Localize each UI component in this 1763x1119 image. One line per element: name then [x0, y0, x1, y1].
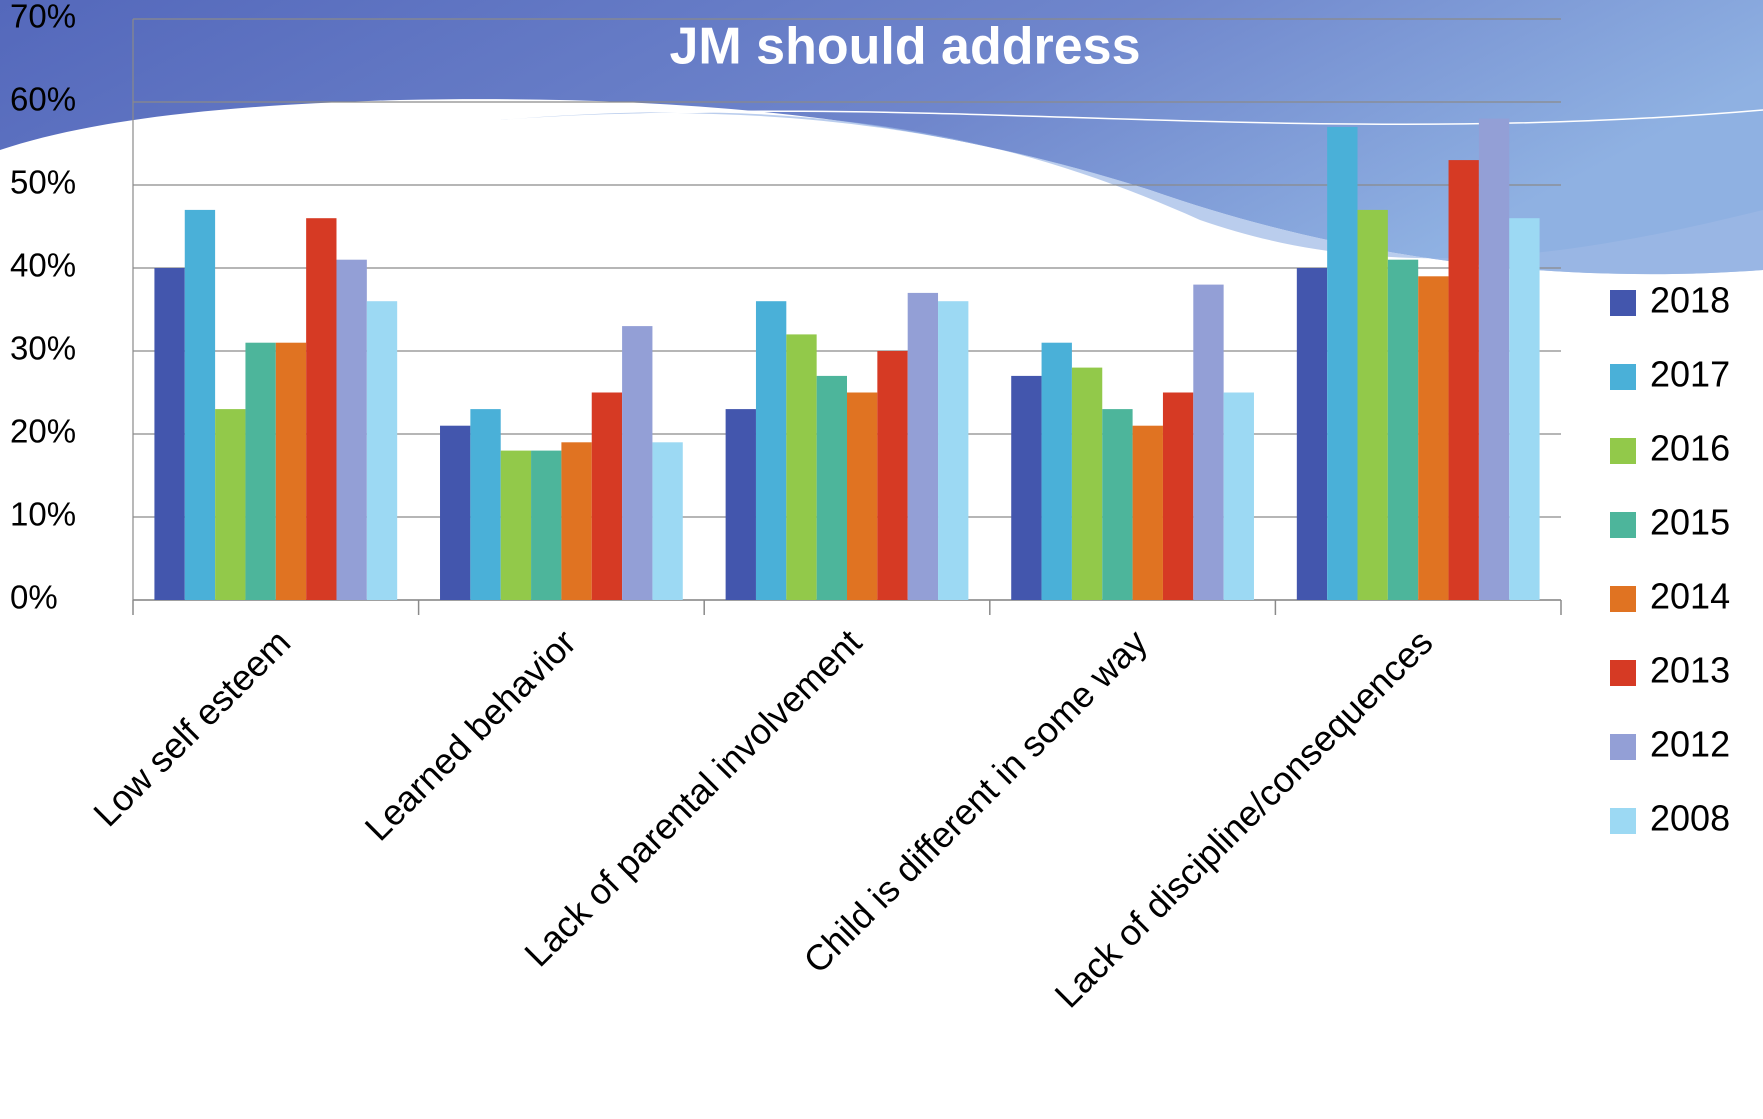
header-band: [0, 0, 1763, 275]
legend-swatch: [1610, 290, 1636, 316]
bar: [336, 259, 367, 600]
bar: [245, 342, 276, 600]
legend-label: 2012: [1650, 724, 1730, 765]
bar: [1071, 367, 1103, 600]
y-tick-label: 40%: [10, 247, 76, 284]
bar: [306, 218, 337, 600]
bar: [622, 326, 653, 600]
bar: [847, 392, 878, 600]
y-tick-label: 70%: [10, 0, 76, 35]
legend-swatch: [1610, 734, 1636, 760]
chart-title: JM should address: [670, 18, 1141, 76]
bar: [1327, 126, 1358, 601]
legend-label: 2008: [1650, 798, 1730, 839]
bar: [531, 450, 562, 600]
bar: [1357, 209, 1388, 600]
bar: [184, 209, 216, 600]
bar: [1509, 218, 1540, 600]
x-tick-label: Child is different in some way: [795, 621, 1155, 981]
legend-label: 2017: [1650, 354, 1730, 395]
y-tick-label: 50%: [10, 164, 76, 201]
bar: [1102, 409, 1133, 600]
legend-swatch: [1610, 586, 1636, 612]
bar: [1448, 160, 1479, 600]
bar: [440, 425, 471, 600]
bar: [470, 409, 501, 600]
bar: [907, 292, 939, 600]
bar: [366, 301, 398, 600]
legend-label: 2014: [1650, 576, 1730, 617]
y-tick-label: 60%: [10, 81, 76, 118]
legend-swatch: [1610, 438, 1636, 464]
bar: [1223, 392, 1254, 600]
y-tick-label: 20%: [10, 413, 76, 450]
bar: [1478, 118, 1510, 600]
y-tick-label: 0%: [10, 579, 58, 616]
legend-label: 2016: [1650, 428, 1730, 469]
bar: [816, 375, 847, 600]
x-tick-label: Learned behavior: [357, 621, 584, 848]
bar: [154, 268, 185, 600]
legend-swatch: [1610, 660, 1636, 686]
bar: [1193, 284, 1224, 600]
legend-swatch: [1610, 808, 1636, 834]
legend-swatch: [1610, 364, 1636, 390]
x-tick-label: Low self esteem: [85, 621, 298, 834]
legend-label: 2013: [1650, 650, 1730, 691]
bar: [652, 442, 683, 600]
bar: [500, 450, 532, 600]
legend-swatch: [1610, 512, 1636, 538]
x-tick-label: Lack of parental involvement: [516, 621, 869, 974]
wave-line: [549, 109, 1763, 126]
bar: [591, 392, 623, 600]
legend-label: 2018: [1650, 280, 1730, 321]
header-wave: [500, 112, 1763, 275]
bar: [1387, 259, 1419, 600]
bar: [725, 409, 756, 600]
bar: [1011, 375, 1042, 600]
bar: [786, 334, 817, 600]
bar: [1162, 392, 1194, 600]
y-tick-label: 10%: [10, 496, 76, 533]
bar: [275, 342, 307, 600]
bar: [561, 442, 592, 600]
bar: [1296, 268, 1328, 600]
bar: [938, 301, 969, 600]
bar: [1418, 276, 1449, 600]
bar: [755, 301, 787, 600]
bar: [1041, 342, 1072, 600]
y-tick-label: 30%: [10, 330, 76, 367]
bar: [877, 351, 908, 600]
bar: [1132, 425, 1163, 600]
bar: [215, 409, 246, 600]
legend-label: 2015: [1650, 502, 1730, 543]
